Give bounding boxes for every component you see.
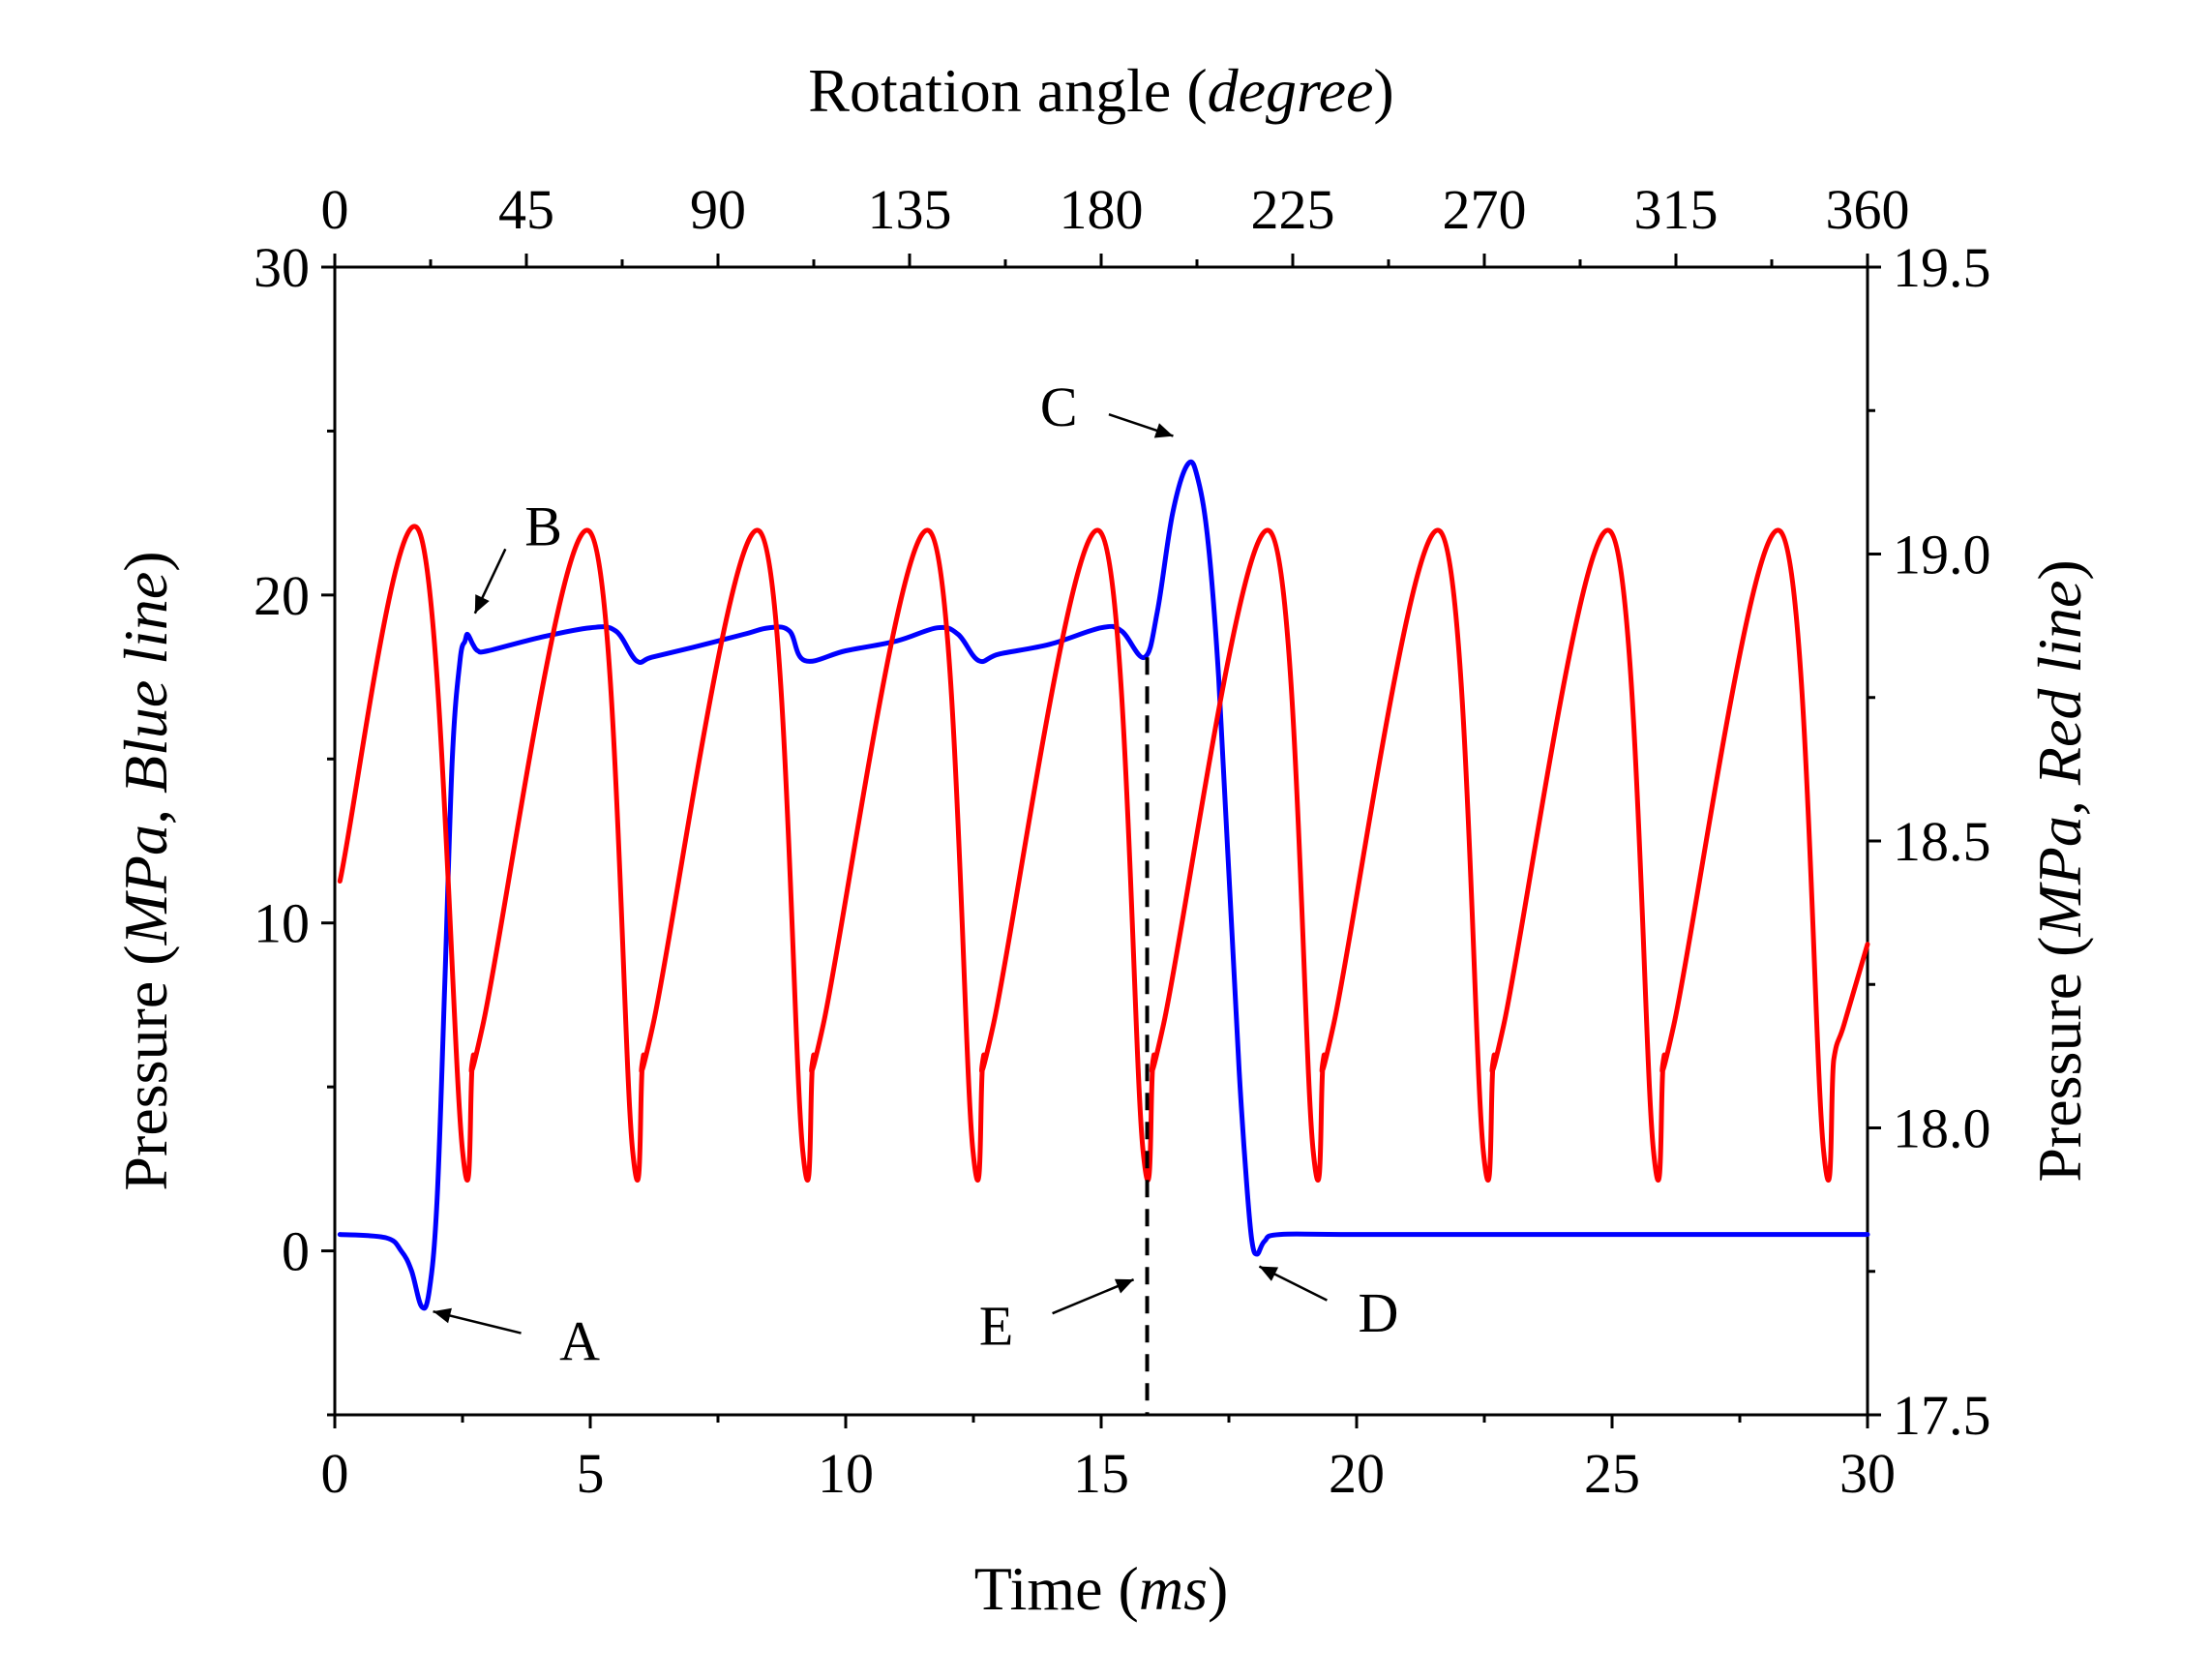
x-tick-label: 20 [1329, 1442, 1385, 1505]
annotation-arrowhead-a [433, 1307, 452, 1324]
annotation-label-c: C [1040, 375, 1078, 438]
blue-line-series [337, 459, 1870, 1311]
x-axis-title-unit: ms [1139, 1554, 1208, 1623]
y-right-tick-label: 18.5 [1893, 810, 1991, 873]
top-axis-title-unit: degree [1208, 56, 1374, 125]
top-axis-title-label: Rotation angle [808, 56, 1171, 125]
y-left-tick-label: 30 [254, 236, 310, 299]
top-tick-label: 45 [498, 178, 554, 241]
top-tick-label: 180 [1060, 178, 1144, 241]
y-left-tick-label: 10 [254, 892, 310, 955]
top-axis-title: Rotation angle (degree) [808, 56, 1393, 125]
ticks-group [321, 254, 1881, 1428]
x-axis-title-label: Time [974, 1554, 1103, 1623]
annotation-arrowhead-e [1114, 1278, 1134, 1294]
annotation-label-d: D [1358, 1281, 1398, 1344]
top-tick-label: 360 [1826, 178, 1910, 241]
x-axis-title: Time (ms) [974, 1554, 1229, 1623]
x-tick-label: 5 [577, 1442, 605, 1505]
y-right-tick-label: 17.5 [1893, 1384, 1991, 1447]
y-right-title-suffix: ) [2025, 559, 2094, 580]
annotation-label-b: B [524, 495, 562, 558]
y-right-tick-label: 18.0 [1893, 1097, 1991, 1160]
annotation-label-e: E [979, 1295, 1013, 1358]
top-tick-label: 135 [868, 178, 952, 241]
x-tick-label: 0 [321, 1442, 349, 1505]
top-tick-label: 315 [1634, 178, 1719, 241]
y-left-title-prefix: Pressure ( [111, 945, 180, 1190]
annotations-group: A B C D E [433, 375, 1398, 1373]
top-tick-label: 90 [690, 178, 746, 241]
y-left-tick-label: 0 [282, 1220, 310, 1283]
y-left-axis-title: Pressure (MPa, Blue line) [111, 551, 180, 1190]
annotation-arrowhead-b [474, 594, 490, 614]
annotation-arrowhead-c [1153, 423, 1174, 438]
y-right-axis-title: Pressure (MPa, Red line) [2025, 559, 2094, 1182]
y-right-tick-label: 19.5 [1893, 236, 1991, 299]
top-tick-label: 225 [1251, 178, 1335, 241]
annotation-label-a: A [559, 1310, 600, 1373]
y-right-title-unit: MPa, Red line [2025, 581, 2094, 938]
x-tick-label: 10 [818, 1442, 874, 1505]
y-left-title-unit: MPa, Blue line [111, 572, 180, 946]
series-group [337, 459, 1870, 1415]
top-tick-label: 270 [1443, 178, 1527, 241]
top-tick-label: 0 [321, 178, 349, 241]
x-tick-label: 25 [1584, 1442, 1640, 1505]
tick-labels-group: 0 5 10 15 20 25 300 45 90 135 180 225 270 315 36001020… [254, 178, 1991, 1505]
y-left-title-suffix: ) [111, 551, 180, 571]
y-right-tick-label: 19.0 [1893, 524, 1991, 586]
annotation-arrowhead-d [1259, 1266, 1279, 1281]
red-line-series [337, 524, 1870, 1184]
x-tick-label: 15 [1073, 1442, 1129, 1505]
y-left-tick-label: 20 [254, 564, 310, 627]
y-right-title-prefix: Pressure ( [2025, 937, 2094, 1183]
x-tick-label: 30 [1839, 1442, 1896, 1505]
